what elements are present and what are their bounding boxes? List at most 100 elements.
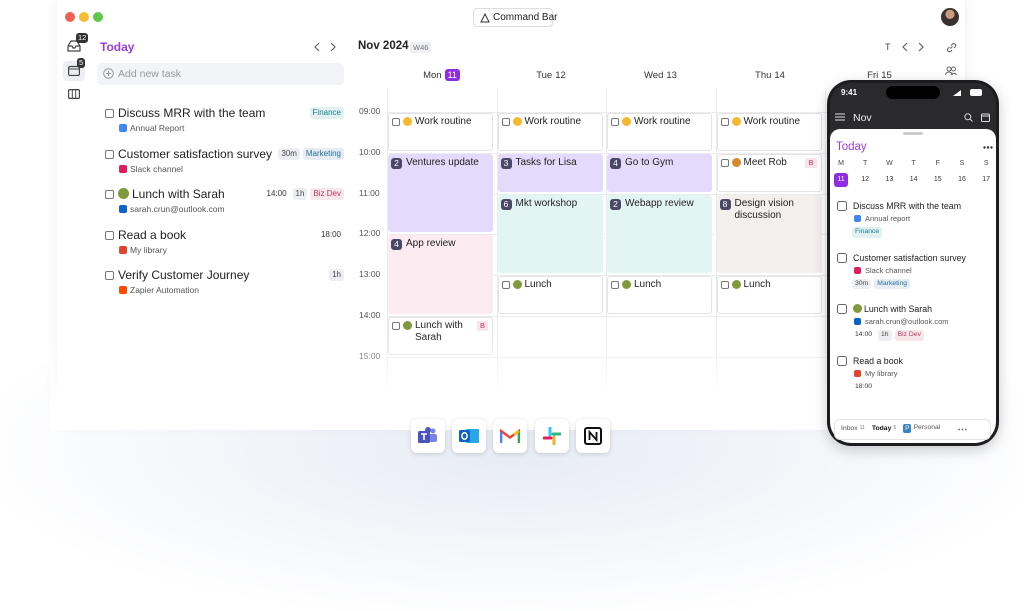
minimize-button[interactable] xyxy=(79,12,89,22)
task-row: Discuss MRR with the team Annual Report Fi… xyxy=(100,106,344,140)
phone-more-icon[interactable] xyxy=(983,146,993,149)
bottom-fade xyxy=(50,335,975,430)
task-emoji-icon xyxy=(853,304,862,313)
slack-tile[interactable] xyxy=(535,419,569,453)
next-day-arrow[interactable] xyxy=(329,42,337,52)
column-line xyxy=(496,88,498,388)
event-title: Mkt workshop xyxy=(515,197,578,209)
source-icon xyxy=(119,124,127,132)
phone-date[interactable]: 13 xyxy=(885,176,894,183)
phone-task-checkbox[interactable] xyxy=(837,355,847,366)
phone-tab[interactable]: Inbox 11 xyxy=(841,425,865,432)
task-source: Slack channel xyxy=(130,163,183,174)
weekday-label: W xyxy=(886,160,893,167)
event-title: Work routine xyxy=(415,116,472,127)
task-checkbox[interactable] xyxy=(105,149,114,159)
calendar-event[interactable]: 6 Mkt workshop xyxy=(497,194,603,274)
task-source: Annual Report xyxy=(130,123,185,133)
task-checkbox[interactable] xyxy=(105,271,114,281)
calendar-event[interactable]: Lunch xyxy=(607,276,712,314)
phone-date[interactable]: 15 xyxy=(933,176,942,183)
weekday-label: S xyxy=(959,160,965,167)
next-week-arrow[interactable] xyxy=(917,42,925,52)
task-checkbox[interactable] xyxy=(105,190,114,200)
event-checkbox[interactable] xyxy=(392,118,400,126)
task-checkbox[interactable] xyxy=(105,230,114,240)
add-task-input[interactable]: Add new task xyxy=(97,63,344,85)
event-title: App review xyxy=(406,238,456,250)
day-date: 13 xyxy=(666,69,677,81)
calendar-event[interactable]: Work routine xyxy=(607,113,712,151)
phone-date[interactable]: 12 xyxy=(861,176,870,183)
event-tag: B xyxy=(805,157,817,168)
phone-menu-icon[interactable] xyxy=(835,113,845,121)
calendar-event[interactable]: Work routine xyxy=(716,113,822,151)
phone-search-icon[interactable] xyxy=(964,113,973,122)
maximize-button[interactable] xyxy=(93,12,103,22)
add-icon xyxy=(103,68,114,79)
day-date: 12 xyxy=(555,69,566,81)
people-icon[interactable] xyxy=(945,66,957,76)
day-date: 15 xyxy=(881,69,892,81)
calendar-event[interactable]: 3 Tasks for Lisa xyxy=(497,153,603,192)
calendar-event[interactable]: Work routine xyxy=(497,113,603,151)
event-title: Work routine xyxy=(524,116,582,127)
phone-calendar-icon[interactable] xyxy=(981,113,990,122)
prev-week-arrow[interactable] xyxy=(901,42,909,52)
close-button[interactable] xyxy=(65,12,75,22)
calendar-icon xyxy=(68,65,80,76)
task-checkbox[interactable] xyxy=(105,109,114,118)
today-button[interactable]: T xyxy=(885,42,891,52)
inbox-icon[interactable] xyxy=(67,40,81,52)
phone-tab[interactable]: P Personal xyxy=(903,424,940,433)
gmail-tile[interactable] xyxy=(493,419,527,453)
calendar-event[interactable]: Lunch xyxy=(497,276,603,314)
phone-date[interactable]: 16 xyxy=(958,176,966,183)
outlook-tile[interactable] xyxy=(452,419,486,453)
phone-tab-more[interactable] xyxy=(958,428,967,431)
hour-line xyxy=(387,275,965,277)
event-checkbox[interactable] xyxy=(611,118,619,126)
link-icon[interactable] xyxy=(946,42,957,53)
phone-tab[interactable]: Today 5 xyxy=(872,425,896,432)
prev-day-arrow[interactable] xyxy=(313,42,321,52)
event-title: Work routine xyxy=(743,116,801,127)
phone-task-title: Read a book xyxy=(853,355,903,366)
board-icon[interactable] xyxy=(68,89,80,99)
event-checkbox[interactable] xyxy=(720,118,729,126)
source-icon xyxy=(854,369,861,377)
task-meta: Finance xyxy=(309,107,344,119)
calendar-event[interactable]: Lunch xyxy=(716,276,822,314)
calendar-event[interactable]: 2 Webapp review xyxy=(607,194,712,274)
command-bar-button[interactable]: Command Bar xyxy=(473,8,557,27)
phone-date[interactable]: 17 xyxy=(982,176,991,183)
task-duration: 1h xyxy=(329,269,344,282)
phone-task-checkbox[interactable] xyxy=(837,304,847,314)
event-emoji-icon xyxy=(512,280,522,290)
event-checkbox[interactable] xyxy=(501,118,510,126)
phone-date[interactable]: 14 xyxy=(909,176,918,183)
task-time: 14:00 xyxy=(855,331,873,338)
notion-tile[interactable] xyxy=(576,419,610,453)
calendar-event[interactable]: 4 App review xyxy=(388,235,493,314)
event-checkbox[interactable] xyxy=(611,281,619,290)
event-checkbox[interactable] xyxy=(501,281,510,290)
event-checkbox[interactable] xyxy=(720,158,729,167)
column-line xyxy=(715,88,717,388)
calendar-event[interactable]: Meet Rob B xyxy=(716,153,822,192)
slack-logo xyxy=(543,427,561,445)
teams-tile[interactable] xyxy=(411,419,445,453)
event-checkbox[interactable] xyxy=(392,322,400,330)
calendar-event[interactable]: 8 Design vision discussion xyxy=(716,194,822,274)
task-row: Read a book My library 18:00 xyxy=(100,228,344,262)
phone-task-checkbox[interactable] xyxy=(837,252,847,263)
phone-task-checkbox[interactable] xyxy=(837,201,847,211)
phone-date[interactable]: 11 xyxy=(834,173,848,187)
avatar[interactable] xyxy=(941,8,959,26)
day-header: Mon 11 xyxy=(387,68,496,82)
calendar-event[interactable]: 4 Go to Gym xyxy=(607,153,712,192)
calendar-event[interactable]: 2 Ventures update xyxy=(388,153,493,233)
calendar-event[interactable]: Work routine xyxy=(388,113,493,151)
phone-task-source: sarah.crun@outlook.com xyxy=(865,317,949,326)
event-checkbox[interactable] xyxy=(720,281,729,290)
